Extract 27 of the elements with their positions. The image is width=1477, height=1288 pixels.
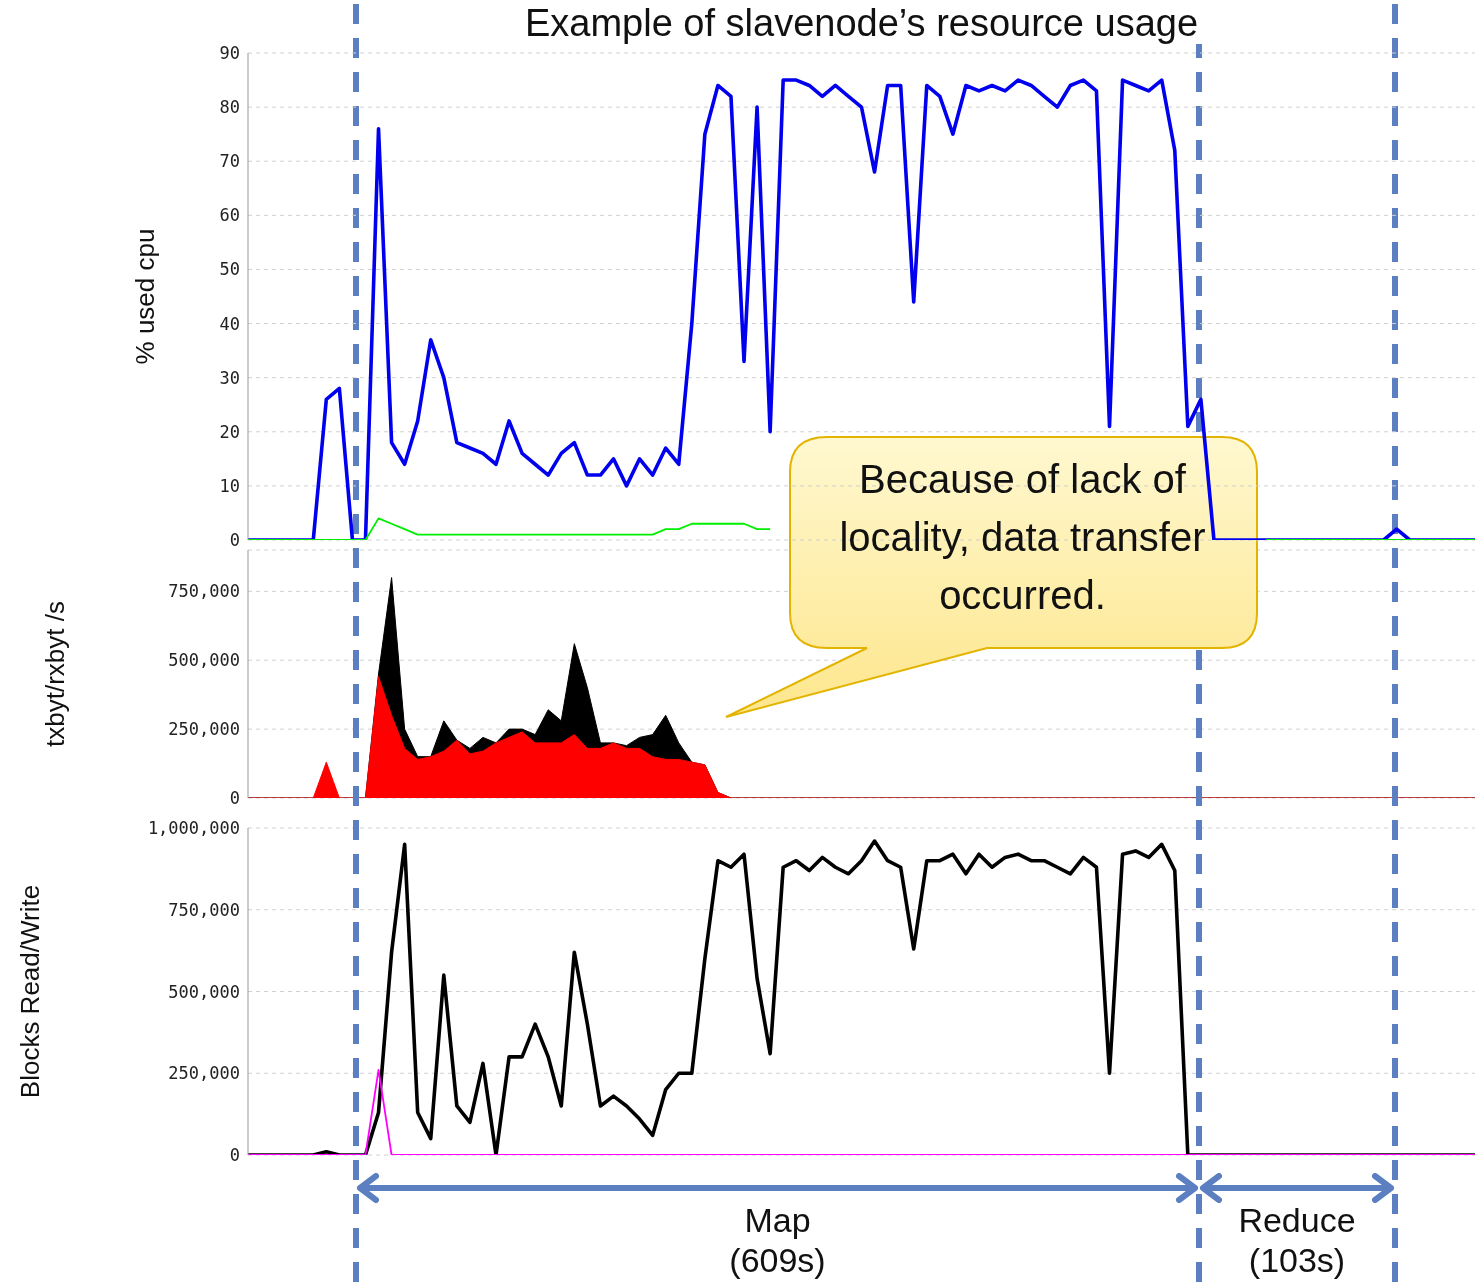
y-tick-label: 0 bbox=[229, 530, 240, 551]
text: Reduce (103s) bbox=[1237, 1200, 1357, 1280]
y-axis-title: txbyt/rxbyt /s bbox=[40, 601, 71, 747]
y-tick-label: 750,000 bbox=[168, 899, 240, 920]
y-tick-label: 250,000 bbox=[168, 719, 240, 740]
y-tick-label: 20 bbox=[219, 421, 240, 442]
y-tick-label: 500,000 bbox=[168, 650, 240, 671]
y-tick-label: 0 bbox=[229, 788, 240, 809]
y-tick-label: 750,000 bbox=[168, 581, 240, 602]
y-tick-label: 50 bbox=[219, 259, 240, 280]
y-tick-label: 500,000 bbox=[168, 981, 240, 1002]
annotation: Because of lack of locality, data transfer occurred. bbox=[838, 456, 1207, 619]
y-tick-label: 250,000 bbox=[168, 1063, 240, 1084]
y-tick-label: 70 bbox=[219, 151, 240, 172]
y-axis-title: % used cpu bbox=[130, 228, 161, 365]
y-tick-label: 30 bbox=[219, 367, 240, 388]
y-tick-label: 0 bbox=[229, 1145, 240, 1166]
y-tick-label: 80 bbox=[219, 97, 240, 118]
y-tick-label: 1,000,000 bbox=[147, 818, 240, 839]
text: Map (609s) bbox=[728, 1200, 827, 1280]
y-tick-label: 10 bbox=[219, 475, 240, 496]
chart-title: Example of slavenode’s resource usage bbox=[506, 2, 1217, 44]
y-axis-title: Blocks Read/Write bbox=[15, 884, 46, 1099]
y-tick-label: 60 bbox=[219, 205, 240, 226]
y-tick-label: 90 bbox=[219, 43, 240, 64]
y-tick-label: 40 bbox=[219, 313, 240, 334]
line-series bbox=[248, 839, 1475, 1155]
